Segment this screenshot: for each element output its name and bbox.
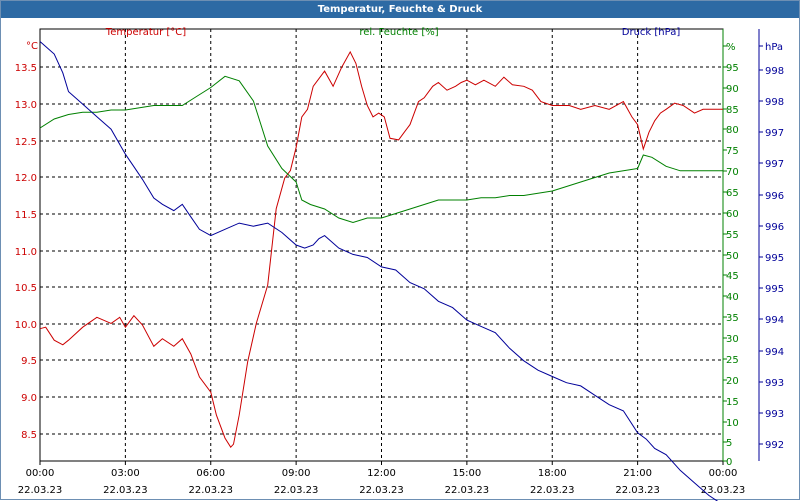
pressure-tick-label: 998 bbox=[765, 97, 784, 108]
pressure-tick-label: 994 bbox=[765, 315, 784, 326]
temp-tick-label: 11.5 bbox=[15, 210, 37, 221]
humidity-axis-label: rel. Feuchte [%] bbox=[359, 27, 438, 38]
temp-tick-label: 8.5 bbox=[21, 430, 37, 441]
humidity-tick-label: 5 bbox=[726, 438, 732, 449]
humidity-tick-label: 90 bbox=[726, 84, 739, 95]
humidity-tick-label: 35 bbox=[726, 313, 739, 324]
pressure-tick-label: 995 bbox=[765, 284, 784, 295]
temp-tick-label: 11.0 bbox=[15, 247, 37, 258]
humidity-tick-label: 25 bbox=[726, 355, 739, 366]
pressure-tick-label: 994 bbox=[765, 347, 784, 358]
temp-tick-label: 13.5 bbox=[15, 63, 37, 74]
humidity-tick-label: 60 bbox=[726, 209, 739, 220]
x-tick-date: 22.03.23 bbox=[359, 485, 404, 496]
pressure-tick-label: 996 bbox=[765, 191, 784, 202]
x-tick-date: 22.03.23 bbox=[274, 485, 319, 496]
temp-tick-label: 10.0 bbox=[15, 320, 37, 331]
humidity-tick-label: 80 bbox=[726, 125, 739, 136]
humidity-tick-label: 30 bbox=[726, 334, 739, 345]
x-tick-time: 00:00 bbox=[26, 468, 55, 479]
x-tick-time: 21:00 bbox=[623, 468, 652, 479]
humidity-tick-label: 50 bbox=[726, 251, 739, 262]
pressure-tick-label: 996 bbox=[765, 222, 784, 233]
temp-tick-label: 9.5 bbox=[21, 356, 37, 367]
pressure-tick-label: 992 bbox=[765, 440, 784, 451]
temp-tick-label: 12.5 bbox=[15, 137, 37, 148]
x-tick-date: 22.03.23 bbox=[188, 485, 233, 496]
pressure-axis-label: Druck [hPa] bbox=[622, 27, 681, 38]
x-tick-time: 18:00 bbox=[538, 468, 567, 479]
x-tick-date: 22.03.23 bbox=[103, 485, 148, 496]
humidity-tick-label: 10 bbox=[726, 418, 739, 429]
temp-tick-label: 10.5 bbox=[15, 283, 37, 294]
humidity-tick-label: 75 bbox=[726, 146, 739, 157]
humidity-tick-label: 15 bbox=[726, 397, 739, 408]
x-tick-time: 00:00 bbox=[709, 468, 738, 479]
x-tick-time: 06:00 bbox=[196, 468, 225, 479]
temp-tick-label: 9.0 bbox=[21, 393, 37, 404]
x-tick-date: 22.03.23 bbox=[445, 485, 490, 496]
x-tick-date: 22.03.23 bbox=[530, 485, 575, 496]
temp-tick-label: 12.0 bbox=[15, 173, 37, 184]
x-tick-date: 22.03.23 bbox=[18, 485, 63, 496]
pressure-tick-label: 993 bbox=[765, 409, 784, 420]
pressure-tick-label: 995 bbox=[765, 253, 784, 264]
humidity-tick-label: 65 bbox=[726, 188, 739, 199]
humidity-tick-label: 40 bbox=[726, 292, 739, 303]
humidity-tick-label: 95 bbox=[726, 63, 739, 74]
temp-axis-label: Temperatur [°C] bbox=[105, 27, 186, 38]
humidity-tick-label: 20 bbox=[726, 376, 739, 387]
pressure-tick-label: 993 bbox=[765, 378, 784, 389]
pressure-tick-label: 997 bbox=[765, 128, 784, 139]
humidity-tick-label: 55 bbox=[726, 230, 739, 241]
pressure-tick-label: 998 bbox=[765, 66, 784, 77]
humidity-tick-label: 0 bbox=[726, 457, 732, 468]
x-tick-time: 12:00 bbox=[367, 468, 396, 479]
temp-axis-unit: °C bbox=[26, 41, 38, 52]
x-tick-time: 15:00 bbox=[452, 468, 481, 479]
temp-tick-label: 13.0 bbox=[15, 100, 37, 111]
x-tick-time: 03:00 bbox=[111, 468, 140, 479]
humidity-tick-label: 45 bbox=[726, 271, 739, 282]
pressure-tick-label: 997 bbox=[765, 159, 784, 170]
pressure-tick-label: hPa bbox=[765, 42, 783, 53]
humidity-tick-label: % bbox=[726, 42, 736, 53]
x-tick-time: 09:00 bbox=[282, 468, 311, 479]
humidity-tick-label: 85 bbox=[726, 105, 739, 116]
humidity-tick-label: 70 bbox=[726, 167, 739, 178]
x-tick-date: 22.03.23 bbox=[615, 485, 660, 496]
